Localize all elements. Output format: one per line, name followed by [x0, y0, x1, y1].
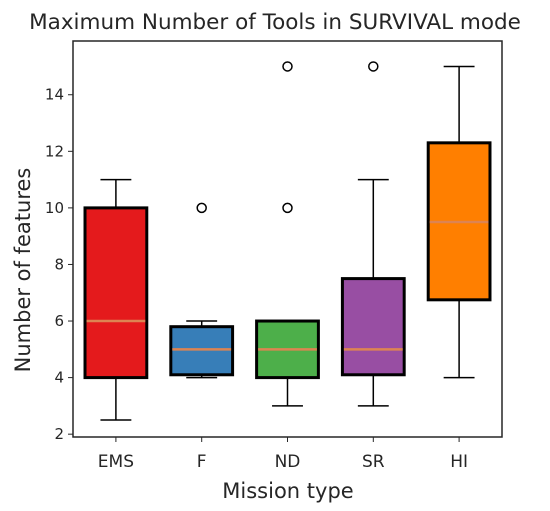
- box-sr: [340, 277, 406, 377]
- x-axis-label: Mission type: [222, 479, 353, 503]
- x-tick-label-hi: HI: [450, 452, 468, 472]
- x-tick-label-nd: ND: [275, 452, 301, 472]
- y-tick-label: 2: [54, 425, 64, 443]
- x-tick-label-ems: EMS: [98, 452, 134, 472]
- y-tick-label: 8: [54, 255, 64, 273]
- outlier-nd: [282, 202, 293, 214]
- y-tick-label: 6: [54, 312, 64, 330]
- box-ems: [83, 206, 149, 380]
- box-f: [169, 325, 235, 377]
- y-tick-label: 14: [45, 86, 64, 104]
- x-tick-label-sr: SR: [362, 452, 385, 472]
- chart-title: Maximum Number of Tools in SURVIVAL mode: [29, 10, 521, 35]
- outlier-f: [196, 202, 207, 214]
- plot-area: 2 4 6 8 10 12 14 EMS F ND SR HI: [45, 40, 503, 472]
- x-tick-label-f: F: [197, 452, 207, 472]
- y-axis-label: Number of features: [11, 168, 35, 373]
- y-tick-label: 10: [45, 199, 64, 217]
- outlier-nd: [282, 61, 293, 72]
- outlier-sr: [368, 61, 379, 72]
- y-tick-label: 4: [54, 369, 64, 387]
- y-tick-label: 12: [45, 142, 64, 160]
- plot-frame: [72, 40, 503, 438]
